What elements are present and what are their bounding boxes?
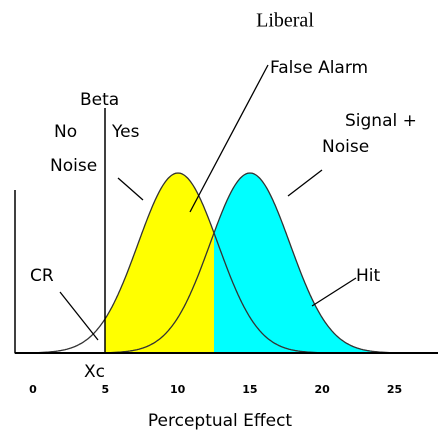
x-tick-label: 0 [29,383,37,396]
label: Hit [356,266,381,286]
label: Xc [84,362,105,382]
hit-area [214,173,438,353]
label: No [54,122,77,142]
false-alarm-area [105,173,214,353]
x-tick-label: 15 [242,383,257,396]
x-tick-label: 5 [101,383,109,396]
label: Yes [111,122,140,142]
pointer [189,64,269,213]
pointer [311,277,357,307]
label: Noise [322,137,369,157]
distributions [14,172,438,354]
x-tick-label: 25 [387,383,402,396]
label: Signal + [345,111,417,131]
label: CR [30,266,54,286]
label: Noise [50,156,97,176]
label: False Alarm [270,58,368,78]
x-tick-label: 10 [170,383,186,396]
title: Liberal [256,10,314,32]
pointer [117,177,144,201]
x-tick-label: 20 [315,383,331,396]
pointer [287,169,323,197]
pointer [59,291,99,341]
x-axis-label: Perceptual Effect [148,411,293,431]
label: Beta [80,90,119,110]
